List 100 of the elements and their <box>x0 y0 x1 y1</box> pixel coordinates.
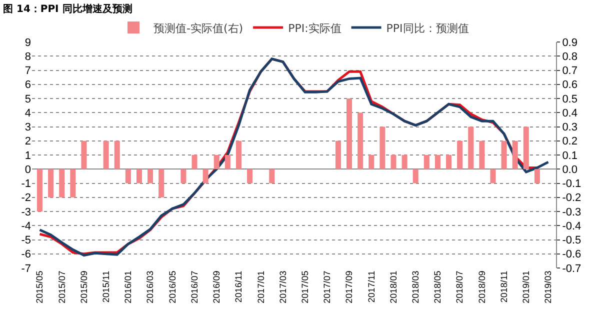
y-tick-label: -5 <box>21 234 31 247</box>
y2-tick-label: 0.5 <box>562 93 578 106</box>
bar <box>180 169 186 184</box>
bar <box>48 169 54 198</box>
legend-label: PPI:实际值 <box>288 22 342 35</box>
x-tick-label: 2016/05 <box>167 270 178 304</box>
chart-title: 图 14：PPI 同比增速及预测 <box>3 2 132 15</box>
bar <box>214 155 220 170</box>
bar <box>192 155 198 170</box>
y-tick-label: -3 <box>21 206 31 218</box>
x-tick-label: 2018/01 <box>388 270 398 304</box>
bar <box>114 140 120 170</box>
y2-tick-label: 0.1 <box>562 150 578 162</box>
legend-label: 预测值-实际值(右) <box>154 22 244 35</box>
y-tick-label: -4 <box>21 220 31 232</box>
x-tick-label: 2017/03 <box>278 270 288 304</box>
bar <box>202 169 208 184</box>
bar <box>148 169 154 184</box>
bar <box>346 98 352 170</box>
y-tick-label: 8 <box>24 50 31 63</box>
x-tick-label: 2017/05 <box>300 270 310 304</box>
y-tick-label: -1 <box>21 178 31 190</box>
y-tick-label: 6 <box>24 79 31 92</box>
bar <box>490 169 496 184</box>
bar <box>103 140 109 170</box>
bar <box>523 126 529 170</box>
bar <box>402 155 408 170</box>
x-tick-label: 2017/11 <box>366 270 376 303</box>
x-tick-label: 2018/07 <box>454 270 465 304</box>
bar <box>125 169 131 184</box>
x-tick-label: 2018/03 <box>410 270 421 304</box>
x-tick-label: 2017/07 <box>322 270 332 304</box>
y2-tick-label: 0.4 <box>562 107 578 120</box>
x-tick-label: 2019/03 <box>543 270 554 304</box>
y-tick-label: 7 <box>24 65 31 78</box>
bar <box>224 155 230 170</box>
y2-tick-label: -0.3 <box>562 206 582 218</box>
bar <box>434 155 440 170</box>
y-tick-label: 5 <box>24 93 31 106</box>
x-tick-label: 2019/01 <box>521 270 532 304</box>
x-tick-label: 2018/05 <box>432 270 443 304</box>
legend-label: PPI同比：预测值 <box>386 22 469 35</box>
bar <box>269 169 275 184</box>
y2-tick-label: -0.2 <box>562 192 582 204</box>
x-tick-label: 2016/01 <box>123 270 134 304</box>
bar <box>158 169 164 198</box>
bar <box>512 140 518 170</box>
bar <box>412 169 418 184</box>
bar <box>501 140 507 170</box>
x-tick-label: 2016/07 <box>189 270 200 304</box>
x-tick-label: 2016/03 <box>145 270 156 304</box>
y2-tick-label: -0.5 <box>562 234 582 247</box>
y2-tick-label: 0.6 <box>562 79 578 92</box>
bar <box>534 169 540 184</box>
y-tick-label: -6 <box>21 248 31 261</box>
bar <box>479 140 485 170</box>
bar <box>59 169 65 198</box>
bar <box>358 112 364 170</box>
y2-tick-label: 0.7 <box>562 65 578 78</box>
y-tick-label: -2 <box>21 192 31 204</box>
y2-tick-label: -0.6 <box>562 248 582 261</box>
x-tick-label: 2018/11 <box>498 270 509 303</box>
y-tick-label: 4 <box>24 107 31 120</box>
y-tick-label: 0 <box>24 164 31 176</box>
y2-tick-label: -0.7 <box>562 262 582 275</box>
bar <box>136 169 142 184</box>
y2-tick-label: -0.1 <box>562 178 582 190</box>
x-tick-label: 2015/07 <box>56 270 67 304</box>
x-tick-label: 2015/11 <box>100 270 111 303</box>
bar <box>247 169 253 184</box>
x-tick-label: 2015/05 <box>34 270 45 304</box>
y2-tick-label: 0.0 <box>562 164 578 176</box>
y2-tick-label: 0.9 <box>562 36 578 49</box>
y-tick-label: 9 <box>24 36 31 49</box>
bar <box>368 155 374 170</box>
bar <box>335 140 341 170</box>
bar <box>70 169 76 198</box>
x-tick-label: 2017/01 <box>256 270 266 304</box>
bar <box>457 140 463 170</box>
x-tick-label: 2016/09 <box>212 270 222 304</box>
y-tick-label: 3 <box>24 122 31 134</box>
x-tick-label: 2017/09 <box>344 270 354 304</box>
bar <box>390 155 396 170</box>
bar <box>446 155 452 170</box>
y-tick-label: -7 <box>21 262 31 275</box>
y2-tick-label: -0.4 <box>562 220 582 232</box>
y2-tick-label: 0.8 <box>562 50 578 63</box>
bar <box>424 155 430 170</box>
y-tick-label: 2 <box>24 136 31 148</box>
bar <box>236 140 242 170</box>
bar <box>380 126 386 170</box>
x-tick-label: 2015/09 <box>78 270 89 304</box>
bar <box>36 169 42 212</box>
x-tick-label: 2016/11 <box>234 270 244 303</box>
x-tick-label: 2018/09 <box>476 270 487 304</box>
bar <box>81 140 87 170</box>
y2-tick-label: 0.2 <box>562 136 578 148</box>
y-tick-label: 1 <box>24 150 31 162</box>
bar <box>468 126 474 170</box>
y2-tick-label: 0.3 <box>562 122 578 134</box>
